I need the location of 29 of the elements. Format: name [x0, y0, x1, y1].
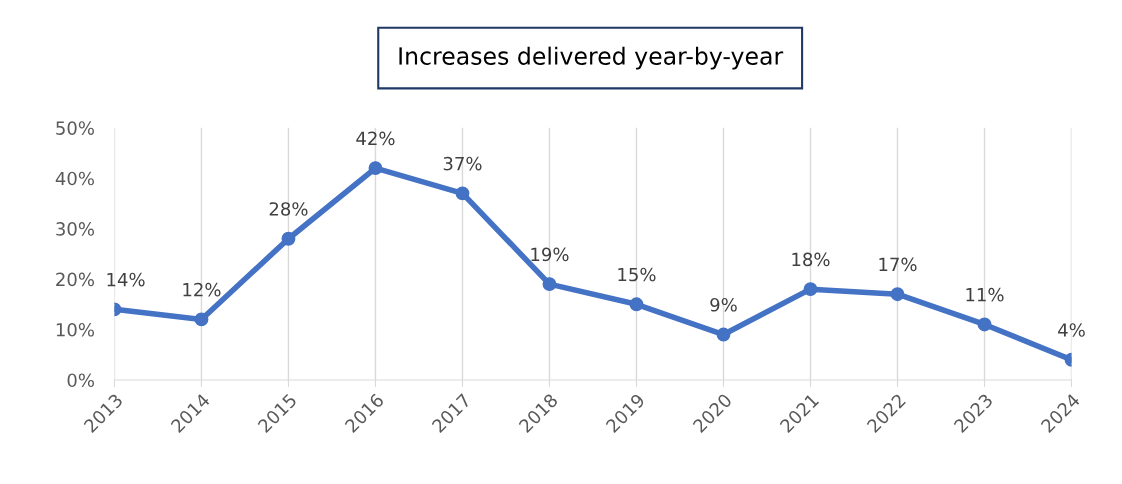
y-tick-label: 30%	[56, 222, 94, 236]
point	[368, 161, 383, 176]
point	[629, 297, 644, 312]
data-label: 42%	[356, 131, 395, 146]
point	[803, 282, 818, 297]
point	[281, 231, 296, 246]
data-label: 9%	[710, 297, 737, 312]
data-label: 15%	[618, 267, 656, 282]
y-tick-label: 10%	[56, 322, 94, 337]
data-label: 17%	[879, 257, 917, 272]
point	[194, 312, 209, 327]
data-label: 12%	[183, 282, 221, 297]
y-tick-label: 40%	[55, 171, 94, 186]
point	[890, 287, 905, 302]
chart-title: Increases delivered year-by-year	[399, 46, 784, 70]
data-label: 11%	[966, 287, 1004, 302]
y-tick-label: 50%	[56, 121, 94, 135]
data-label: 18%	[792, 252, 830, 267]
y-tick-label: 20%	[56, 272, 94, 287]
point	[716, 327, 731, 342]
data-label: 28%	[269, 202, 308, 216]
data-label: 37%	[443, 156, 482, 171]
data-label: 4%	[1058, 323, 1085, 337]
point	[977, 317, 992, 332]
point	[542, 277, 557, 292]
point	[455, 186, 470, 201]
data-label: 19%	[531, 247, 569, 262]
data-label: 14%	[107, 272, 145, 287]
y-tick-label: 0%	[67, 373, 94, 388]
